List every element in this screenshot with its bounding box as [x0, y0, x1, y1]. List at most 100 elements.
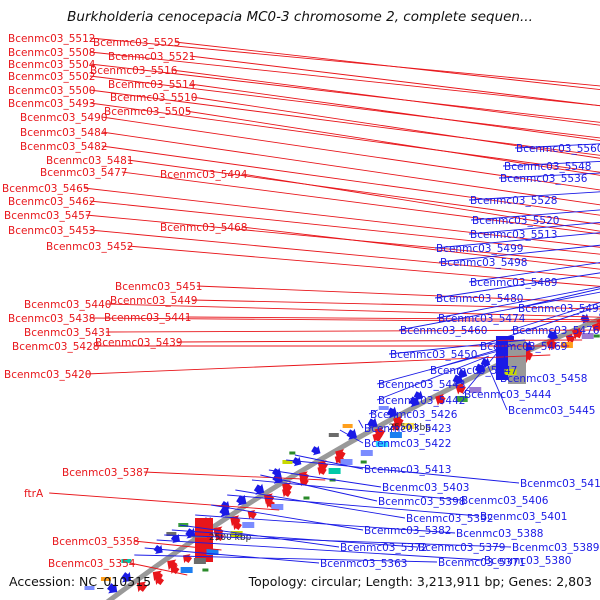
left-leader-line — [241, 226, 600, 270]
left-gene-label: Bcenmc03_5457 — [4, 210, 91, 222]
right-gene-label: Bcenmc03_5392 — [406, 513, 493, 525]
right-gene-label: Bcenmc03_5474 — [438, 313, 526, 325]
right-leader-line — [462, 351, 499, 395]
left-leader-line — [189, 55, 600, 107]
reverse-gene-arrow-shape — [120, 571, 132, 583]
right-gene-label: Bcenmc03_5498 — [440, 257, 527, 269]
left-leader-line — [105, 303, 600, 318]
forward-gene-arrow-shape — [247, 509, 257, 520]
feature-box — [193, 558, 206, 564]
feature-box — [581, 333, 594, 339]
feature-box — [328, 433, 339, 437]
forward-gene-arrow — [565, 333, 576, 344]
right-gene-label: Bcenmc03_5372 — [340, 542, 427, 554]
right-gene-label: Bcenmc03_5371 — [438, 557, 525, 569]
left-leader-line — [89, 75, 600, 139]
reverse-gene-arrow-shape — [236, 494, 247, 506]
right-leader-line — [134, 554, 438, 563]
right-gene-label: Bcenmc03_5380 — [484, 555, 571, 567]
left-gene-label: Bcenmc03_5516 — [90, 65, 178, 77]
right-gene-label: Bcenmc03_5513 — [470, 229, 557, 241]
reverse-gene-arrow — [120, 571, 132, 583]
left-gene-label: Bcenmc03_5494 — [160, 169, 248, 181]
right-gene-label: Bcenmc03_5379 — [418, 542, 505, 554]
left-gene-label: Bcenmc03_5512 — [8, 33, 95, 45]
left-leader-line — [101, 131, 600, 206]
right-leader-line — [468, 221, 600, 235]
right-leader-line — [498, 347, 508, 379]
left-leader-line — [89, 51, 600, 107]
forward-gene-arrow-shape — [372, 432, 382, 443]
left-gene-label: ftrA — [24, 488, 44, 500]
left-gene-label: Bcenmc03_5493 — [8, 98, 95, 110]
gc-marker — [202, 568, 209, 572]
left-leader-line — [133, 540, 222, 551]
left-leader-line — [85, 214, 600, 264]
right-gene-label: Bcenmc03_5423 — [364, 423, 451, 435]
right-leader-line — [388, 339, 526, 355]
left-gene-label: Bcenmc03_5510 — [110, 92, 197, 104]
gc-marker — [593, 334, 600, 338]
left-gene-label: Bcenmc03_5502 — [8, 71, 95, 83]
reverse-gene-arrow — [271, 467, 282, 478]
forward-gene-arrow-shape — [435, 393, 446, 406]
feature-box — [342, 424, 353, 428]
right-gene-label: Bcenmc03_5480 — [436, 293, 523, 305]
forward-gene-arrow-shape — [182, 554, 193, 564]
gc-marker — [303, 496, 310, 500]
right-gene-label: Bcenmc03_5445 — [508, 405, 595, 417]
left-leader-line — [127, 245, 600, 287]
right-gene-label: Bcenmc03_5548 — [504, 161, 591, 173]
right-gene-label: Bcenmc03_5406 — [461, 495, 549, 507]
right-leader-line — [434, 232, 600, 249]
forward-gene-arrow-shape — [455, 382, 466, 395]
left-leader-line — [176, 339, 583, 343]
left-leader-line — [174, 41, 600, 90]
left-gene-label: Bcenmc03_5477 — [40, 167, 127, 179]
feature-box — [340, 459, 353, 465]
left-gene-label: Bcenmc03_5521 — [108, 51, 195, 63]
left-gene-label: Bcenmc03_5453 — [8, 225, 95, 237]
right-gene-label: Bcenmc03_5389 — [512, 542, 599, 554]
forward-gene-arrow-shape — [136, 581, 148, 593]
right-gene-label: Bcenmc03_5398 — [378, 496, 465, 508]
forward-gene-arrow-shape — [546, 338, 557, 351]
forward-gene-arrow-shape — [391, 421, 401, 432]
right-leader-line — [227, 494, 480, 517]
feature-box — [455, 396, 468, 402]
left-gene-label: Bcenmc03_5431 — [24, 327, 111, 339]
right-leader-line — [235, 489, 406, 519]
right-leader-line — [260, 474, 378, 502]
right-gene-label: Bcenmc03_5499 — [436, 243, 523, 255]
right-gene-label: Bcenmc03_5458 — [500, 373, 587, 385]
right-gene-label: Bcenmc03_5460 — [400, 325, 487, 337]
reverse-gene-arrow-shape — [107, 582, 118, 594]
reverse-gene-arrow — [219, 505, 230, 517]
feature-box — [166, 532, 177, 536]
left-gene-label: Bcenmc03_5387 — [62, 467, 149, 479]
left-leader-line — [89, 229, 600, 279]
reverse-gene-arrow — [452, 373, 464, 386]
right-gene-label: Bcenmc03_5422 — [364, 438, 451, 450]
left-leader-line — [105, 329, 600, 333]
feature-box — [560, 342, 573, 348]
left-gene-label: Bcenmc03_5505 — [104, 106, 191, 118]
right-gene-label: Bcenmc03_5426 — [370, 409, 458, 421]
feature-box — [206, 549, 219, 555]
reverse-gene-arrow-shape — [346, 428, 358, 440]
right-gene-label: Bcenmc03_5382 — [364, 525, 451, 537]
left-leader-line — [89, 102, 600, 173]
genome-backbone — [105, 316, 600, 600]
left-gene-label: Bcenmc03_5420 — [4, 369, 91, 381]
right-leader-line — [144, 547, 320, 564]
feature-box — [360, 450, 373, 456]
right-leader-line — [484, 357, 508, 411]
forward-gene-arrow — [372, 432, 382, 443]
left-gene-label: Bcenmc03_5449 — [110, 295, 197, 307]
right-leader-line — [171, 529, 418, 548]
reverse-gene-arrow-shape — [219, 505, 230, 517]
reverse-gene-arrow — [409, 395, 420, 408]
reverse-gene-arrow — [386, 406, 398, 419]
